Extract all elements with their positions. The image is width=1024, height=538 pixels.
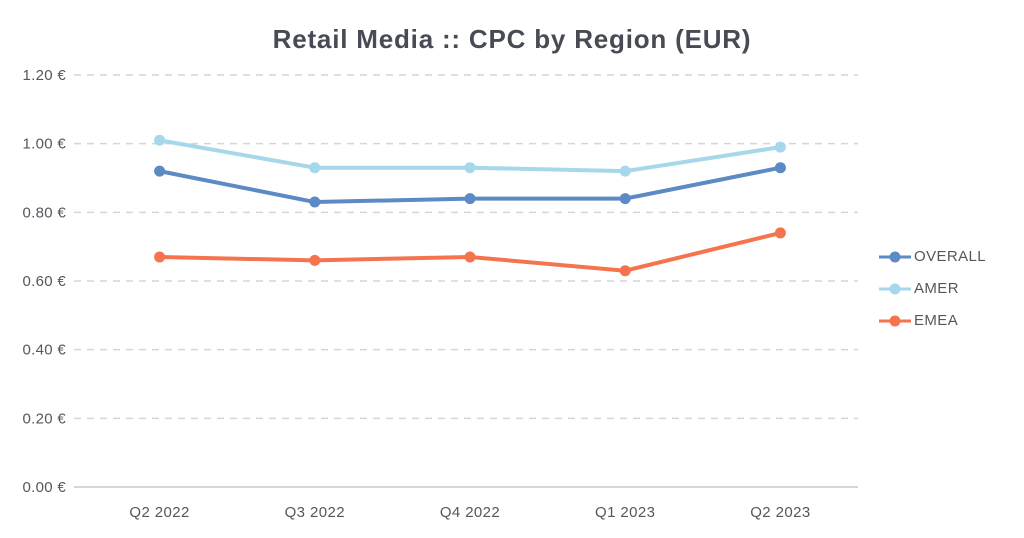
data-point-overall [774,162,786,174]
y-tick-label: 0.20 € [22,410,66,427]
legend-label: OVERALL [914,248,986,265]
legend-item-emea[interactable]: EMEA [878,312,986,329]
x-tick-label: Q1 2023 [595,504,655,521]
data-point-overall [464,193,476,205]
x-tick-label: Q3 2022 [285,504,345,521]
legend-label: EMEA [914,312,959,329]
chart-title: Retail Media :: CPC by Region (EUR) [272,24,752,54]
data-point-overall [154,165,166,177]
x-tick-label: Q4 2022 [440,504,500,521]
legend-marker-icon [879,315,911,326]
legend-marker-icon [879,251,911,262]
y-tick-label: 1.00 € [22,136,66,153]
x-tick-label: Q2 2022 [129,504,189,521]
data-point-emea [774,227,786,239]
y-tick-label: 0.00 € [22,479,66,496]
y-tick-label: 0.60 € [22,273,66,290]
y-tick-label: 0.80 € [22,204,66,221]
data-point-emea [464,251,476,263]
data-point-emea [619,265,631,277]
chart-legend: OVERALL AMER EMEA [878,248,986,329]
legend-label: AMER [914,280,959,297]
data-point-amer [309,162,321,174]
legend-marker-icon [879,283,911,294]
data-point-amer [774,141,786,153]
x-tick-label: Q2 2023 [750,504,810,521]
y-tick-label: 1.20 € [22,67,66,84]
data-point-emea [154,251,166,263]
data-point-amer [619,165,631,177]
data-point-overall [619,193,631,205]
legend-item-overall[interactable]: OVERALL [878,248,986,265]
data-point-overall [309,196,321,208]
data-point-amer [154,134,166,146]
legend-item-amer[interactable]: AMER [878,280,986,297]
data-point-emea [309,254,321,266]
y-tick-label: 0.40 € [22,342,66,359]
data-point-amer [464,162,476,174]
